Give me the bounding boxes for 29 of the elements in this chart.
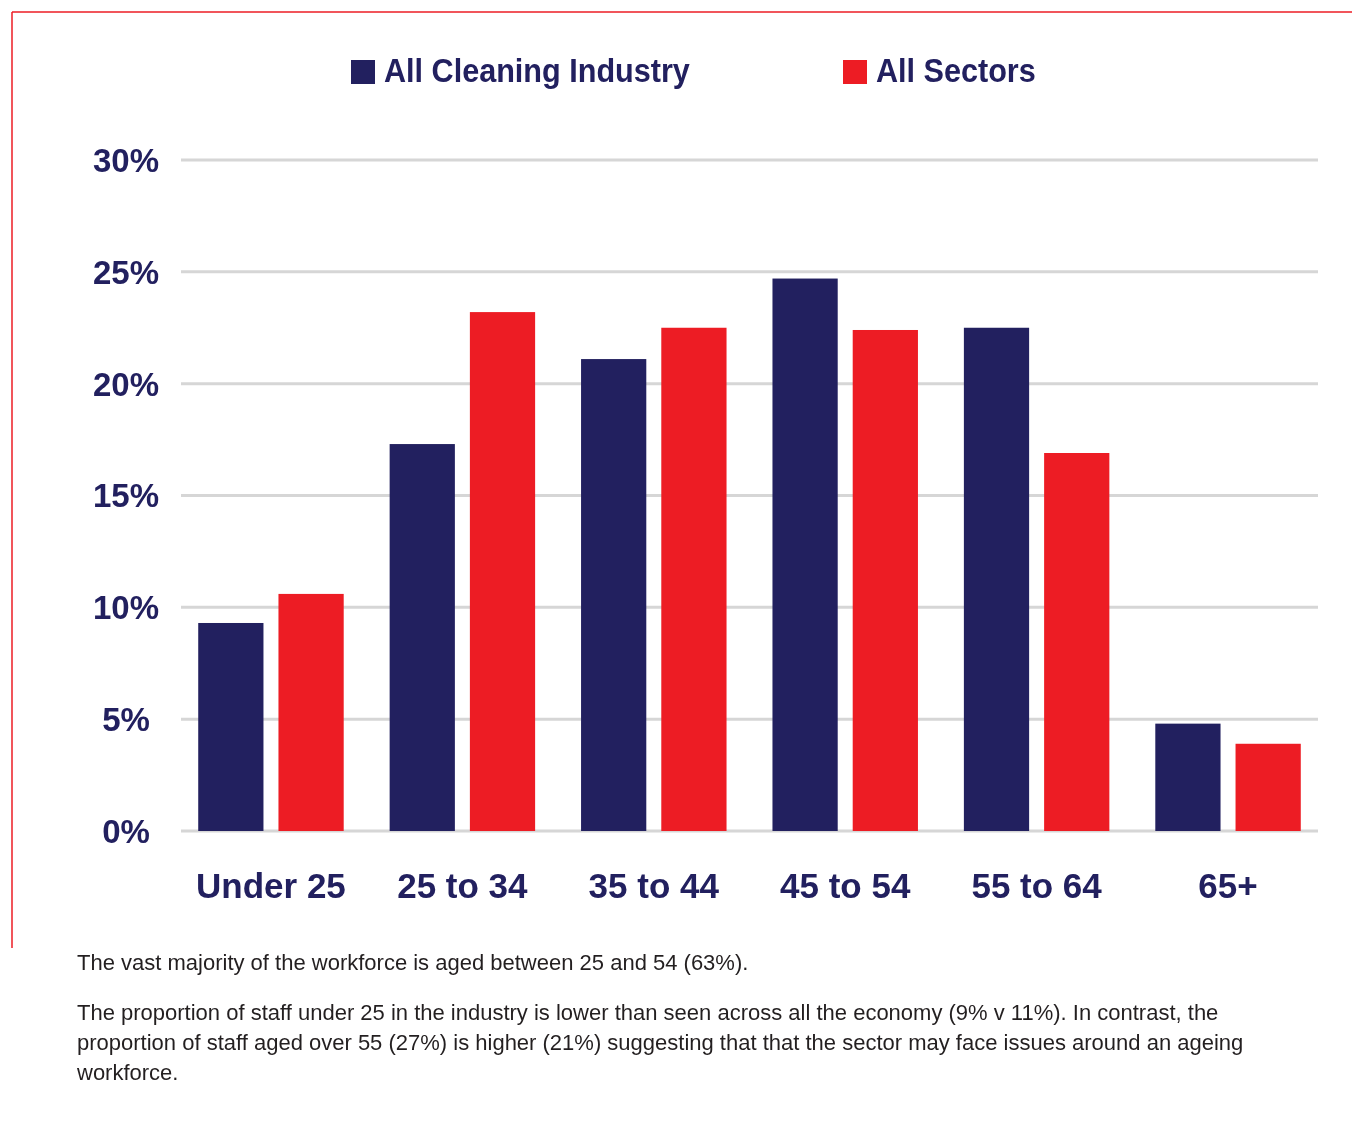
bar — [198, 622, 264, 831]
y-tick-label: 30% — [92, 141, 160, 179]
bar — [1155, 723, 1221, 831]
bar — [1235, 743, 1301, 831]
bar — [389, 444, 455, 831]
legend-label: All Cleaning Industry — [384, 51, 690, 90]
bar — [772, 278, 838, 831]
text: The proportion of staff under 25 in the industry is lower than seen across all the economy (9% v 11%). In contrast, the proportion of staff aged over 55 (27%) is higher (21%) suggesting that that the sector may face issues around an ageing workforce. — [77, 999, 1245, 1087]
x-tick-label: 25 to 34 — [397, 866, 529, 905]
x-tick-label: 55 to 64 — [971, 866, 1103, 905]
y-tick-label: 0% — [102, 812, 150, 850]
x-tick-label: 35 to 44 — [588, 866, 720, 905]
x-tick-label: 45 to 54 — [780, 866, 911, 905]
bar — [963, 327, 1030, 831]
text: The vast majority of the workforce is aged between 25 and 54 (63%). — [77, 949, 750, 977]
bar — [469, 312, 536, 831]
bar — [1044, 453, 1110, 831]
y-tick-label: 20% — [92, 365, 160, 403]
legend-label: All Sectors — [876, 51, 1036, 90]
bar — [661, 327, 727, 831]
x-tick-label: 65+ — [1198, 866, 1258, 905]
x-tick-label: Under 25 — [196, 866, 346, 905]
y-tick-label: 15% — [92, 477, 160, 515]
y-tick-label: 5% — [102, 701, 150, 739]
bar — [278, 593, 344, 831]
bar — [852, 329, 918, 831]
bar — [581, 359, 647, 831]
y-tick-label: 25% — [92, 253, 160, 291]
y-tick-label: 10% — [92, 589, 160, 627]
